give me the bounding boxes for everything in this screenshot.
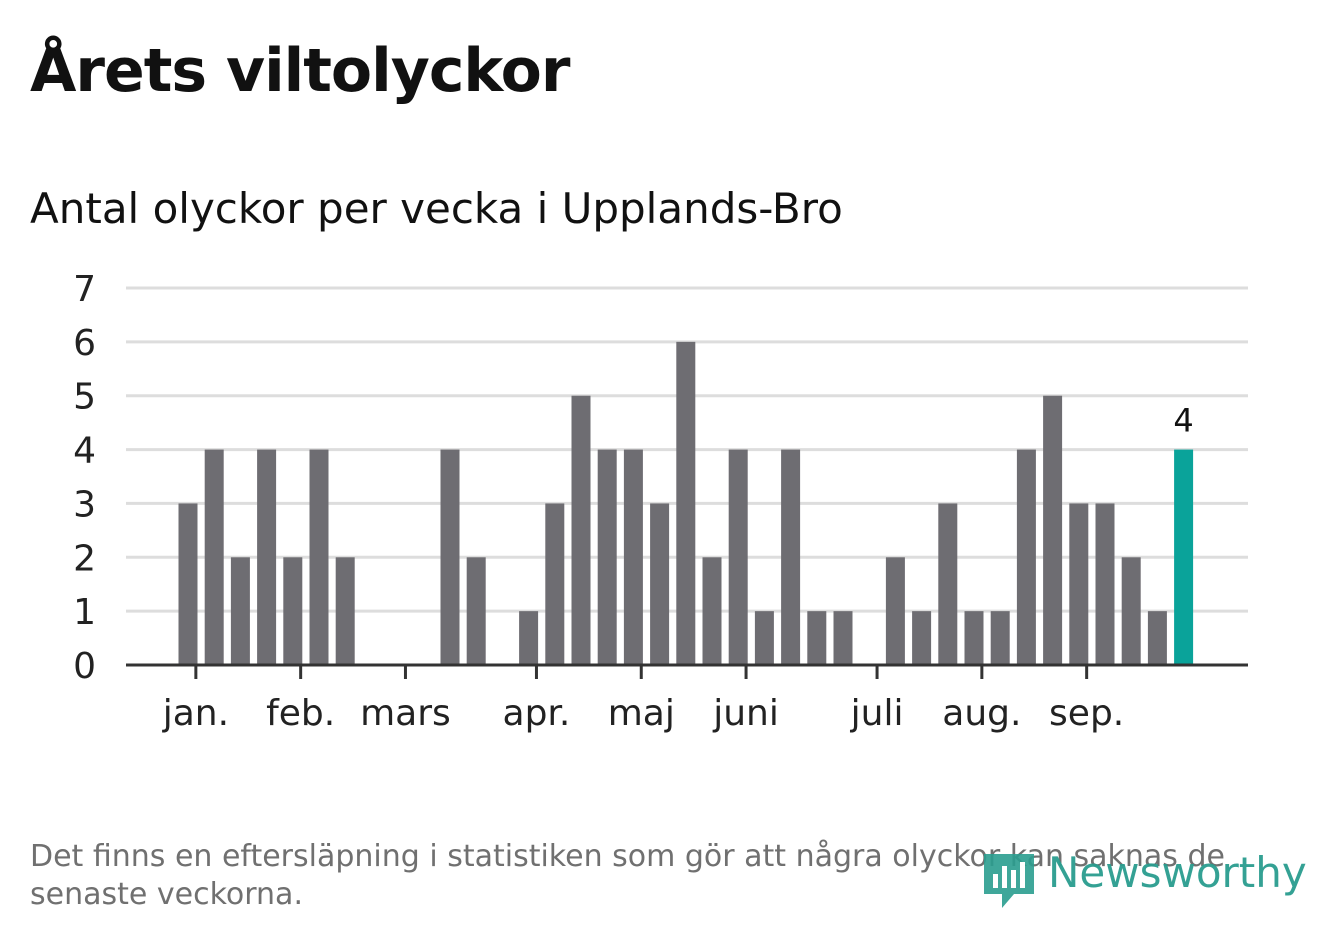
bar [754, 611, 774, 665]
bar [964, 611, 984, 665]
chart-subtitle: Antal olyckor per vecka i Upplands-Bro [30, 184, 843, 233]
bar [1016, 449, 1036, 665]
bar [1147, 611, 1167, 665]
chart-title: Årets viltolyckor [30, 36, 570, 106]
x-tick-label: aug. [942, 693, 1021, 734]
bar [807, 611, 827, 665]
newsworthy-logo: Newsworthy [980, 848, 1307, 912]
y-tick-label: 1 [73, 592, 96, 633]
bar [257, 449, 277, 665]
x-tick-label: sep. [1049, 693, 1124, 734]
bar [676, 341, 696, 665]
y-tick-label: 7 [73, 269, 96, 310]
y-tick-label: 5 [73, 377, 96, 418]
bar [1095, 503, 1115, 665]
bar [466, 557, 486, 665]
x-tick-label: juli [850, 693, 904, 734]
y-tick-label: 3 [73, 484, 96, 525]
bar [283, 557, 303, 665]
bar [597, 449, 617, 665]
bar [728, 449, 748, 665]
bar [1043, 395, 1063, 665]
bar [519, 611, 539, 665]
bar [230, 557, 250, 665]
bar [335, 557, 355, 665]
bar [833, 611, 853, 665]
bar [702, 557, 722, 665]
y-tick-label: 4 [73, 431, 96, 472]
bar [885, 557, 905, 665]
bar [571, 395, 591, 665]
newsworthy-logo-icon [984, 854, 1034, 908]
bar [912, 611, 932, 665]
y-tick-label: 2 [73, 538, 96, 579]
bar [309, 449, 329, 665]
bar-highlight [1174, 449, 1194, 665]
y-tick-label: 0 [73, 646, 96, 687]
x-tick-label: apr. [503, 693, 571, 734]
highlight-value-label: 4 [1173, 402, 1193, 440]
bar [440, 449, 460, 665]
bar [650, 503, 670, 665]
bar [938, 503, 958, 665]
bar [545, 503, 565, 665]
x-tick-label: juni [712, 693, 779, 734]
bar [178, 503, 198, 665]
bar [623, 449, 643, 665]
x-tick-label: feb. [266, 693, 335, 734]
bar [1121, 557, 1141, 665]
bar [1069, 503, 1089, 665]
logo-text: Newsworthy [1048, 848, 1307, 897]
bar-chart: 0 1 2 3 4 5 6 7 4 jan. feb. mars apr. maj juni juli aug.… [73, 269, 1248, 734]
y-tick-label: 6 [73, 323, 96, 364]
bar [990, 611, 1010, 665]
x-tick-label: mars [360, 693, 451, 734]
x-tick-label: jan. [162, 693, 229, 734]
x-tick-label: maj [608, 693, 675, 734]
bar [204, 449, 224, 665]
bar [781, 449, 801, 665]
